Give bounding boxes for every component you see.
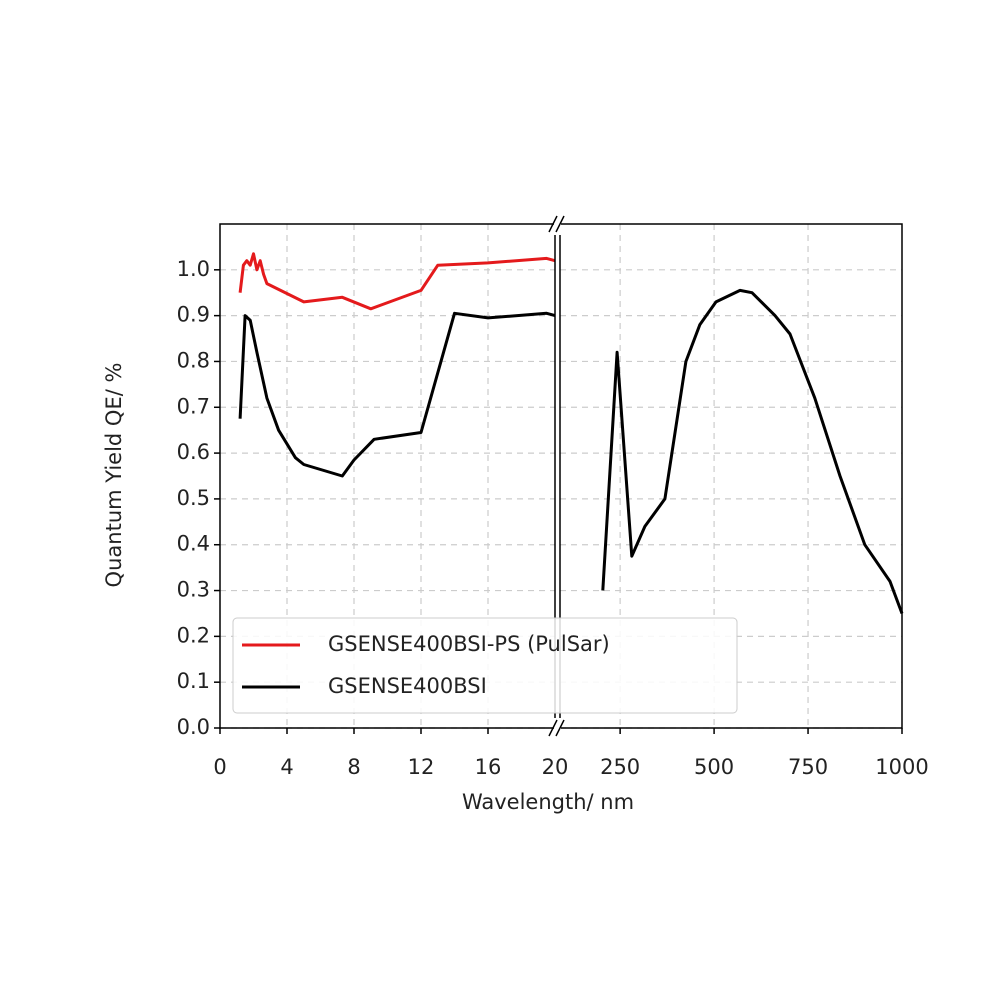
x-tick-label: 20 bbox=[542, 755, 569, 779]
series-line bbox=[238, 252, 556, 311]
y-tick-label: 0.1 bbox=[177, 669, 210, 693]
y-tick-label: 0.7 bbox=[177, 394, 210, 418]
x-tick-label: 16 bbox=[475, 755, 502, 779]
x-tick-label: 8 bbox=[347, 755, 360, 779]
y-tick-label: 0.8 bbox=[177, 348, 210, 372]
series-line bbox=[238, 311, 556, 478]
break-gap bbox=[554, 215, 561, 235]
y-tick-label: 0.2 bbox=[177, 623, 210, 647]
break-gap bbox=[554, 718, 561, 738]
x-tick-label: 750 bbox=[788, 755, 828, 779]
x-axis-label: Wavelength/ nm bbox=[462, 790, 634, 814]
x-tick-label: 250 bbox=[600, 755, 640, 779]
y-axis-label: Quantum Yield QE/ % bbox=[102, 363, 126, 588]
x-tick-label: 1000 bbox=[875, 755, 928, 779]
left-frame bbox=[219, 223, 556, 729]
y-tick-label: 1.0 bbox=[177, 257, 210, 281]
x-tick-label: 12 bbox=[408, 755, 435, 779]
x-tick-label: 500 bbox=[694, 755, 734, 779]
legend-label: GSENSE400BSI bbox=[328, 674, 487, 698]
y-tick-label: 0.3 bbox=[177, 578, 210, 602]
right-frame bbox=[559, 223, 903, 729]
axis-break bbox=[548, 215, 565, 737]
legend-label: GSENSE400BSI-PS (PulSar) bbox=[328, 632, 610, 656]
series-line bbox=[601, 288, 904, 615]
legend bbox=[232, 617, 738, 714]
x-tick-label: 0 bbox=[213, 755, 226, 779]
y-tick-label: 0.6 bbox=[177, 440, 210, 464]
y-tick-label: 0.0 bbox=[177, 715, 210, 739]
y-tick-label: 0.5 bbox=[177, 486, 210, 510]
y-tick-label: 0.9 bbox=[177, 303, 210, 327]
y-tick-label: 0.4 bbox=[177, 532, 210, 556]
x-tick-label: 4 bbox=[280, 755, 293, 779]
